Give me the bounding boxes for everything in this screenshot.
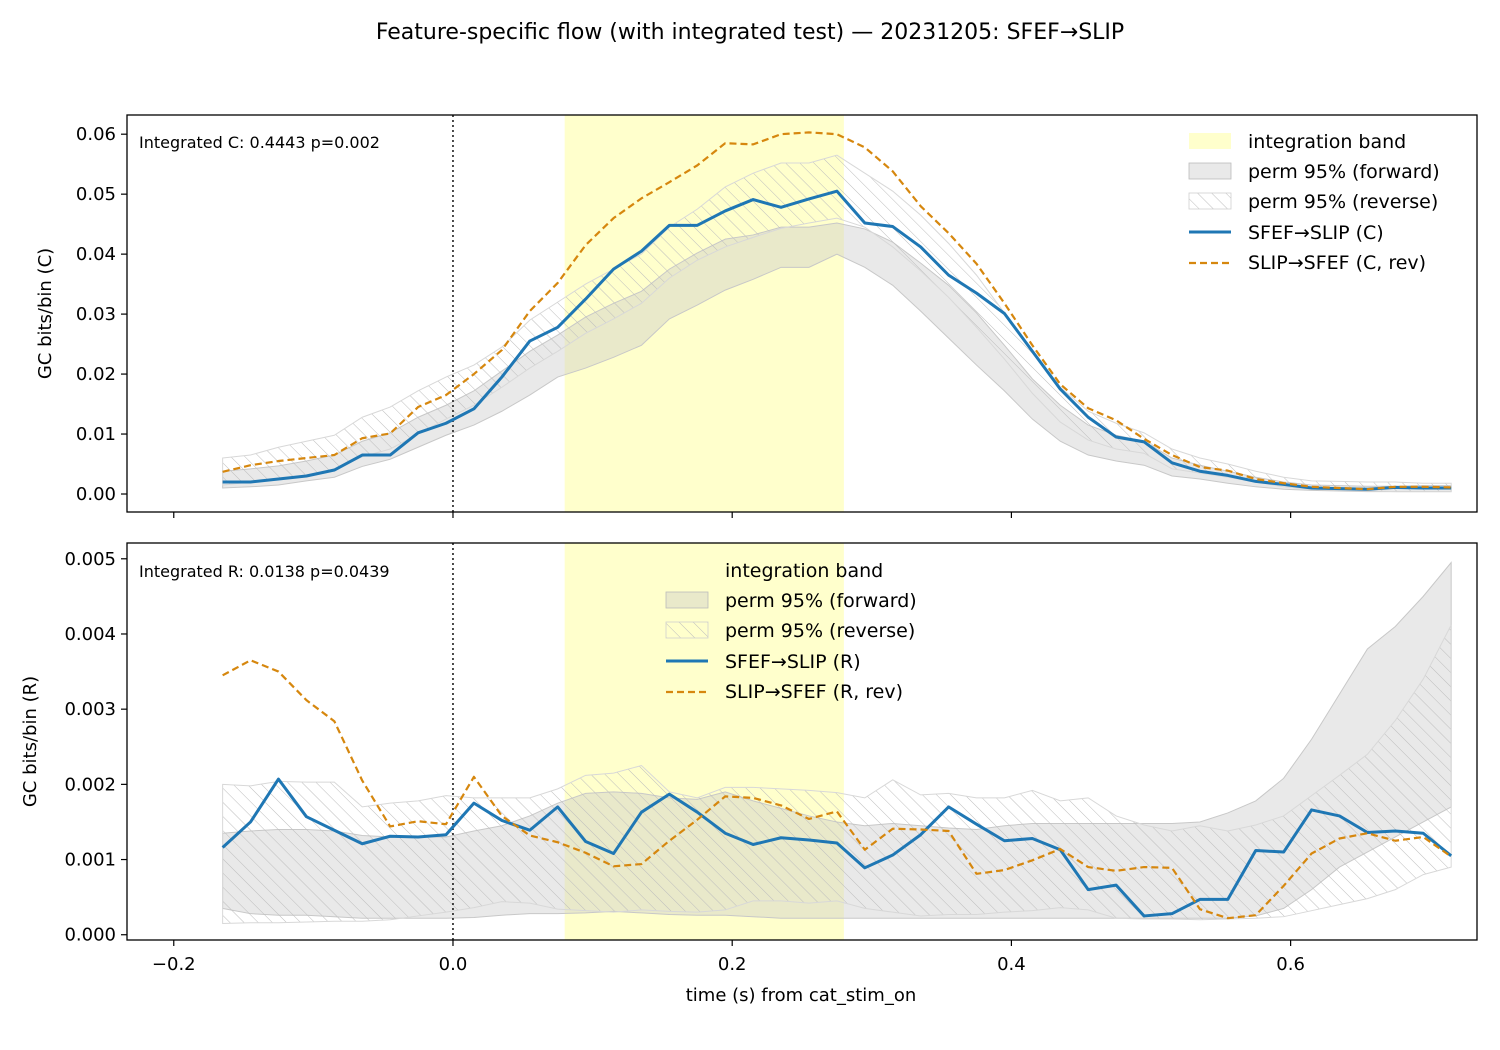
y-tick-label: 0.02 [76,364,116,385]
bottom-axes-frame [126,542,1478,941]
top-legend-label-perm-reverse: perm 95% (reverse) [1248,191,1438,213]
top-integrated-annotation: Integrated C: 0.4443 p=0.002 [139,133,380,152]
top-plot-area [222,115,1452,512]
top-legend-label-forward: SFEF→SLIP (C) [1248,222,1384,244]
bottom-legend-swatch-band [666,562,708,578]
y-tick-label: 0.04 [76,244,116,265]
top-panel: GC bits/bin (C) Integrated C: 0.4443 p=0… [35,114,1478,518]
top-legend-swatch-band [1189,133,1231,149]
bottom-y-axis-label: GC bits/bin (R) [20,676,41,807]
bottom-legend-swatch-perm-forward [665,591,709,609]
y-tick-label: 0.06 [76,124,116,145]
series-line-forward [221,777,1453,918]
top-y-axis-label: GC bits/bin (C) [35,248,56,379]
y-tick-label: 0.01 [76,424,116,445]
top-legend-swatch-perm-forward [1188,162,1232,180]
bottom-y-ticks: 0.000 0.001 0.002 0.003 0.004 0.005 [64,549,127,946]
top-legend-label-band: integration band [1248,131,1406,153]
top-y-ticks: 0.00 0.01 0.02 0.03 0.04 0.05 0.06 [76,124,127,505]
y-tick-label: 0.002 [64,774,116,795]
bottom-panel: GC bits/bin (R) Integrated R: 0.0138 p=0… [20,542,1478,975]
bottom-legend-label-perm-forward: perm 95% (forward) [725,590,917,612]
y-tick-label: 0.003 [64,699,116,720]
bottom-plot-area [221,543,1453,940]
top-axes-frame [126,114,1478,513]
top-legend-label-reverse: SLIP→SFEF (C, rev) [1248,252,1426,274]
bottom-legend-label-band: integration band [725,560,883,582]
bottom-integrated-annotation: Integrated R: 0.0138 p=0.0439 [139,562,390,581]
bottom-legend-label-reverse: SLIP→SFEF (R, rev) [725,681,903,703]
top-x-ticks [173,512,1292,518]
perm-95-reverse-band [222,624,1452,924]
x-tick-label: 0.4 [997,954,1026,975]
series-line-forward [222,189,1452,491]
x-tick-label: 0.2 [718,954,747,975]
x-tick-label: 0.0 [439,954,468,975]
top-legend-swatch-perm-reverse [1188,192,1232,210]
series-line-reverse [222,131,1452,491]
y-tick-label: 0.03 [76,304,116,325]
x-tick-label: −0.2 [152,954,196,975]
y-tick-label: 0.000 [64,925,116,946]
bottom-legend: integration band perm 95% (forward) perm… [665,560,917,703]
top-legend: integration band perm 95% (forward) perm… [1188,131,1440,274]
bottom-legend-label-perm-reverse: perm 95% (reverse) [725,620,915,642]
x-axis-label: time (s) from cat_stim_on [686,985,917,1006]
y-tick-label: 0.05 [76,184,116,205]
y-tick-label: 0.001 [64,850,116,871]
bottom-legend-swatch-perm-reverse [665,621,709,639]
x-tick-label: 0.6 [1276,954,1305,975]
perm-95-reverse-band [222,154,1452,493]
y-tick-label: 0.00 [76,484,116,505]
figure-title: Feature-specific flow (with integrated t… [376,20,1124,45]
top-legend-label-perm-forward: perm 95% (forward) [1248,161,1440,183]
bottom-x-ticks: −0.2 0.0 0.2 0.4 0.6 [152,940,1305,975]
y-tick-label: 0.004 [64,624,116,645]
y-tick-label: 0.005 [64,549,116,570]
bottom-legend-label-forward: SFEF→SLIP (R) [725,651,861,673]
